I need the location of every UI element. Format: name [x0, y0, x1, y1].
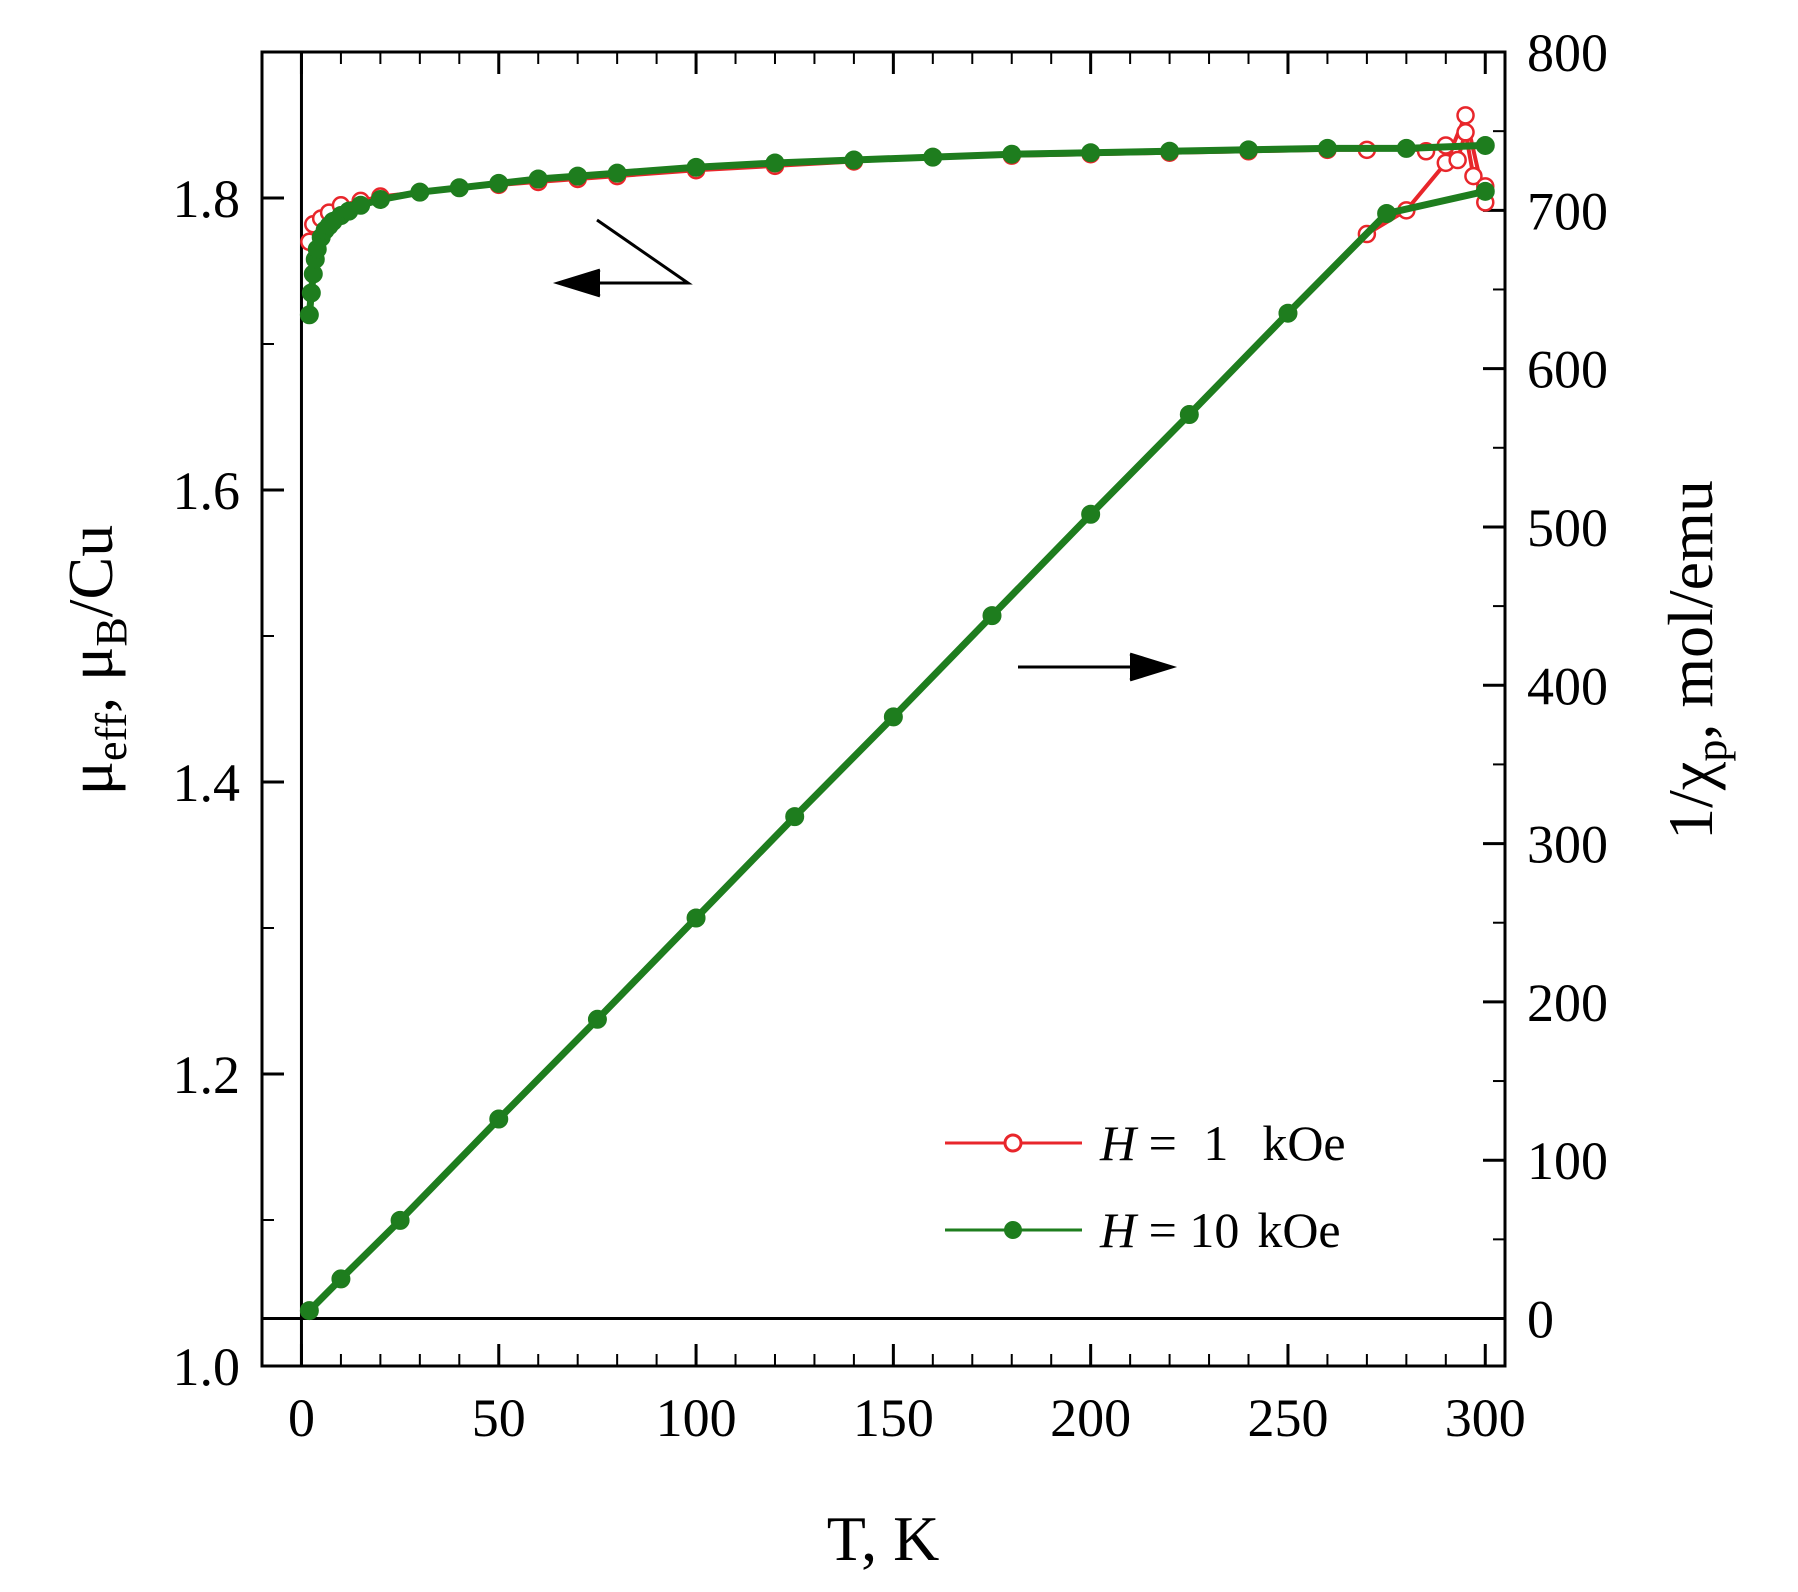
data-point-filled — [351, 195, 371, 215]
data-point-filled — [1475, 135, 1495, 155]
data-point-open — [1456, 106, 1475, 125]
x-tick-label: 300 — [1445, 1388, 1526, 1448]
data-series — [299, 106, 1495, 1321]
arrow-to-left-axis — [552, 218, 693, 298]
series-10kOe-left — [299, 135, 1495, 325]
y-left-tick-label: 1.2 — [173, 1045, 241, 1105]
data-point-filled — [686, 157, 706, 177]
data-point-filled — [370, 189, 390, 209]
data-point-open — [1448, 150, 1467, 170]
data-point-filled — [844, 150, 864, 170]
data-point-filled — [528, 169, 548, 189]
x-tick-label: 150 — [853, 1388, 934, 1448]
legend-entry-10kOe: H = 10 kOe — [945, 1202, 1341, 1258]
data-point-filled — [331, 1269, 351, 1289]
data-point-filled — [923, 147, 943, 167]
y-right-tick-label: 200 — [1527, 973, 1608, 1033]
data-point-filled — [299, 1301, 319, 1321]
y-left-tick-label: 1.6 — [173, 461, 241, 521]
x-tick-label: 100 — [656, 1388, 737, 1448]
y-right-tick-label: 800 — [1527, 23, 1608, 83]
data-point-filled — [765, 153, 785, 173]
series-line — [306, 187, 1487, 1314]
y-left-tick-label: 1.4 — [173, 753, 241, 813]
data-point-filled — [390, 1210, 410, 1230]
data-point-filled — [1475, 181, 1495, 201]
data-point-filled — [1396, 138, 1416, 158]
x-tick-label: 50 — [472, 1388, 526, 1448]
y-right-axis-title: 1/χp, mol/emu — [1655, 480, 1736, 840]
y-right-tick-label: 0 — [1527, 1290, 1554, 1350]
data-point-open — [1464, 166, 1483, 186]
data-point-filled — [1081, 504, 1101, 524]
data-point-filled — [1377, 203, 1397, 223]
y-left-tick-label: 1.8 — [173, 169, 241, 229]
data-point-filled — [449, 178, 469, 198]
legend-label-10kOe: H = 10 kOe — [1099, 1202, 1341, 1258]
x-tick-label: 250 — [1247, 1388, 1328, 1448]
data-point-filled — [1081, 143, 1101, 163]
data-point-filled — [299, 305, 319, 325]
data-point-filled — [883, 707, 903, 727]
y-left-axis-title: μeff, μB/Cu — [55, 525, 136, 796]
data-point-filled — [1160, 141, 1180, 161]
y-right-tick-label: 400 — [1527, 656, 1608, 716]
data-point-filled — [1239, 140, 1259, 160]
y-right-tick-label: 600 — [1527, 340, 1608, 400]
data-point-filled — [1278, 303, 1298, 323]
data-point-filled — [686, 908, 706, 928]
data-point-filled — [410, 182, 430, 202]
data-point-filled — [785, 807, 805, 827]
axis-ticks: 0 50 100 150 200 250 300 1.0 1.2 1.4 1.6 1.8 0 100 200… — [173, 23, 1609, 1448]
legend-marker-filled-circle — [1004, 1221, 1022, 1239]
y-right-tick-label: 100 — [1527, 1131, 1608, 1191]
legend-marker-open-circle — [1003, 1133, 1023, 1153]
y-right-tick-label: 300 — [1527, 815, 1608, 875]
data-point-filled — [982, 606, 1002, 626]
data-point-filled — [587, 1009, 607, 1029]
data-point-filled — [301, 283, 321, 303]
y-left-tick-label: 1.0 — [173, 1337, 241, 1397]
data-point-filled — [489, 173, 509, 193]
y-right-tick-label: 700 — [1527, 181, 1608, 241]
data-point-filled — [489, 1109, 509, 1129]
y-right-tick-label: 500 — [1527, 498, 1608, 558]
arrow-to-right-axis — [1018, 652, 1178, 682]
data-point-filled — [1179, 405, 1199, 425]
data-point-filled — [1002, 144, 1022, 164]
x-tick-label: 0 — [288, 1388, 315, 1448]
data-point-open — [1456, 123, 1475, 142]
legend-label-1kOe: H = 1 kOe — [1099, 1115, 1346, 1171]
legend-entry-1kOe: H = 1 kOe — [945, 1115, 1346, 1171]
data-point-filled — [607, 163, 627, 183]
plot-frame — [260, 50, 1507, 1368]
x-axis-title: T, K — [827, 1503, 940, 1574]
data-point-filled — [568, 166, 588, 186]
x-tick-label: 200 — [1050, 1388, 1131, 1448]
legend: H = 1 kOe H = 10 kOe — [945, 1115, 1346, 1258]
data-point-filled — [1317, 138, 1337, 158]
series-10kOe-right — [299, 181, 1495, 1321]
